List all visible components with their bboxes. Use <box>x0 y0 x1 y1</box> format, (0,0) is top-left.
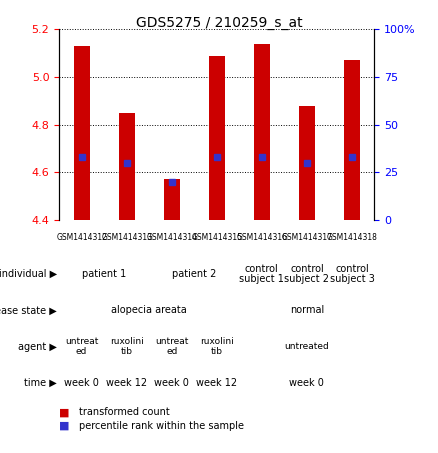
Text: untreated: untreated <box>285 342 329 351</box>
Text: ■: ■ <box>59 421 70 431</box>
Bar <box>164 179 180 220</box>
Text: patient 2: patient 2 <box>172 269 216 279</box>
Text: control
subject 1: control subject 1 <box>240 264 284 284</box>
Bar <box>209 56 225 220</box>
Text: untreat
ed: untreat ed <box>155 337 188 356</box>
Text: GSM1414318: GSM1414318 <box>326 233 378 242</box>
Text: ruxolini
tib: ruxolini tib <box>200 337 234 356</box>
Bar <box>254 44 270 220</box>
Text: individual ▶: individual ▶ <box>0 269 57 279</box>
Text: alopecia areata: alopecia areata <box>111 305 187 315</box>
Text: percentile rank within the sample: percentile rank within the sample <box>79 421 244 431</box>
Text: agent ▶: agent ▶ <box>18 342 57 352</box>
Text: GSM1414316: GSM1414316 <box>237 233 287 242</box>
Text: normal: normal <box>290 305 324 315</box>
Bar <box>299 106 315 220</box>
Text: time ▶: time ▶ <box>24 378 57 388</box>
Text: untreat
ed: untreat ed <box>65 337 99 356</box>
Text: GSM1414312: GSM1414312 <box>56 233 107 242</box>
Text: control
subject 2: control subject 2 <box>284 264 329 284</box>
Bar <box>74 46 89 220</box>
Text: GSM1414313: GSM1414313 <box>101 233 152 242</box>
Text: week 12: week 12 <box>196 378 237 388</box>
Text: ■: ■ <box>59 407 70 417</box>
Text: control
subject 3: control subject 3 <box>329 264 374 284</box>
Text: GDS5275 / 210259_s_at: GDS5275 / 210259_s_at <box>136 16 302 30</box>
Text: week 0: week 0 <box>154 378 189 388</box>
Text: transformed count: transformed count <box>79 407 170 417</box>
Text: week 12: week 12 <box>106 378 147 388</box>
Bar <box>119 113 134 220</box>
Text: disease state ▶: disease state ▶ <box>0 305 57 315</box>
Bar <box>344 60 360 220</box>
Text: ruxolini
tib: ruxolini tib <box>110 337 144 356</box>
Text: GSM1414315: GSM1414315 <box>191 233 242 242</box>
Text: patient 1: patient 1 <box>82 269 126 279</box>
Text: GSM1414317: GSM1414317 <box>281 233 332 242</box>
Text: week 0: week 0 <box>64 378 99 388</box>
Text: week 0: week 0 <box>290 378 325 388</box>
Text: GSM1414314: GSM1414314 <box>146 233 197 242</box>
